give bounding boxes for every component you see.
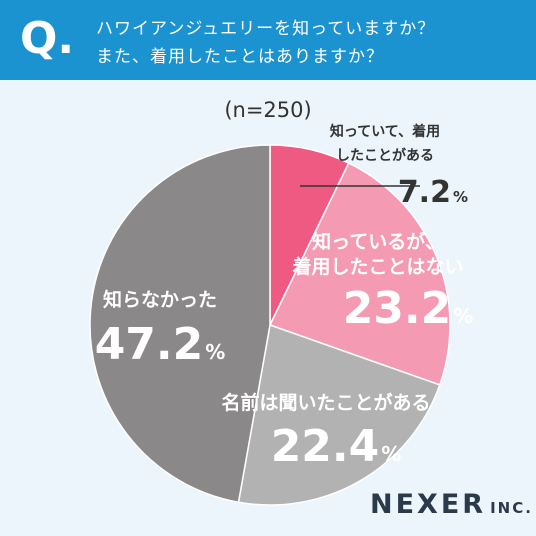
percent-sign: % (453, 304, 473, 328)
slice-label-1: 知っていて、着用 (330, 123, 440, 140)
logo-sub-text: INC. (490, 499, 533, 517)
slice-value-2: 23.2% (343, 283, 474, 334)
question-line-1: ハワイアンジュエリーを知っていますか？ (96, 19, 436, 39)
question-mark: Q. (20, 13, 75, 64)
percent-sign: % (381, 442, 401, 466)
percent-sign: % (453, 188, 468, 206)
pie-slice-4 (89, 144, 271, 504)
slice-label-2: 着用したことはない (292, 255, 463, 278)
percent-sign: % (205, 340, 225, 364)
question-line-2: また、着用したことはありますか？ (96, 47, 384, 67)
pie-slice-3 (237, 323, 441, 506)
question-header: Q. ハワイアンジュエリーを知っていますか？ また、着用したことはありますか？ (0, 0, 536, 80)
slice-label-4: 知らなかった (103, 288, 217, 311)
company-logo: NEXER INC. (370, 489, 533, 520)
slice-label-3: 名前は聞いたことがある (221, 391, 430, 414)
pie-slice-2 (268, 162, 451, 386)
logo-main-text: NEXER (370, 489, 487, 520)
slice-value-1: 7.2% (398, 175, 468, 210)
slice-label-1: したことがある (336, 147, 434, 164)
slice-label-2: 知っているが、 (312, 230, 444, 253)
sample-size-label: (n=250) (224, 98, 312, 122)
